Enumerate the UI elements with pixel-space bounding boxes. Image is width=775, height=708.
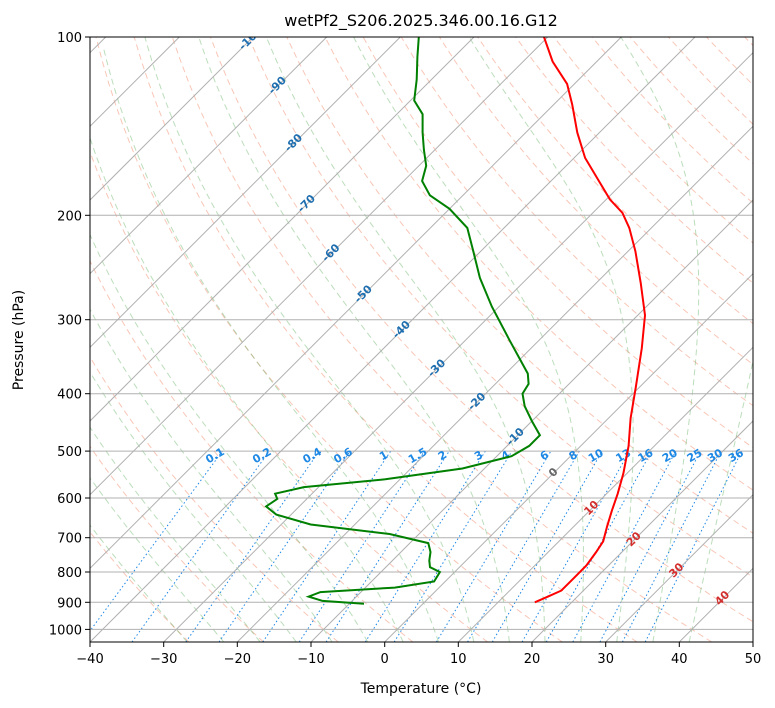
moist-adiabat-line	[144, 37, 475, 642]
mixing-ratio-line	[572, 450, 677, 642]
isotherm-line	[457, 346, 753, 642]
dry-adiabat-line	[515, 37, 753, 284]
moist-adiabat-line	[90, 476, 225, 642]
x-tick-label: 30	[597, 652, 614, 667]
y-tick-label: 700	[57, 532, 82, 547]
y-tick-label: 100	[57, 31, 82, 46]
isotherm-line	[90, 37, 401, 349]
temperature-profile-line	[534, 37, 647, 604]
dry-adiabat-line	[324, 37, 753, 491]
moist-adiabat-line	[90, 136, 404, 642]
y-tick-label: 300	[57, 314, 82, 329]
dry-adiabat-line	[210, 37, 753, 623]
x-tick-label: 50	[745, 652, 762, 667]
moist-adiabats	[90, 37, 753, 642]
mixing-ratio-line	[325, 450, 450, 642]
mixing-ratio-line	[467, 450, 580, 642]
moist-adiabat-line	[90, 233, 369, 642]
isotherm-line	[752, 641, 753, 642]
dry-adiabat-line	[248, 37, 753, 578]
y-tick-label: 400	[57, 388, 82, 403]
isotherm-line	[605, 493, 753, 642]
mixing-ratio-line	[521, 450, 630, 642]
isotherm-line	[384, 272, 753, 642]
moist-adiabat-line	[103, 49, 439, 642]
mixing-ratio-line	[218, 450, 351, 642]
mixing-ratio-labels: 0.1 0.2 0.4 0.6 1 1.5 2 3 4 6 8 10 13 16 20 25 30 36	[203, 445, 746, 466]
x-tick-label: −10	[297, 652, 324, 667]
x-tick-label: −40	[76, 652, 103, 667]
mixing-ratio-line	[491, 450, 603, 642]
y-tick-label: 800	[57, 566, 82, 581]
moist-adiabat-line	[90, 308, 333, 642]
isotherm-line	[90, 37, 549, 496]
dry-adiabat-line	[133, 37, 638, 642]
x-axis-ticks: −40 −30 −20 −10 0 10 20 30 40 50	[76, 642, 761, 667]
y-tick-label: 600	[57, 492, 82, 507]
y-axis-label: Pressure (hPa)	[11, 290, 27, 390]
isotherm-line	[236, 125, 753, 642]
mixing-ratio-line	[185, 450, 320, 642]
dry-adiabat-line	[171, 37, 712, 642]
x-tick-label: 40	[671, 652, 688, 667]
plot-area: -100-90-80-70-60-50-40-30-20-10010203040…	[90, 37, 753, 642]
isotherm-line	[310, 199, 753, 642]
y-tick-label: 1000	[49, 623, 82, 638]
dry-adiabat-line	[90, 445, 264, 642]
isotherm-line	[90, 37, 622, 570]
isobar-gridlines	[90, 37, 753, 630]
mixing-ratio-line	[393, 450, 513, 642]
moist-adiabat-line	[198, 37, 510, 642]
dry-adiabat-line	[90, 259, 414, 642]
moist-adiabat-line	[353, 37, 584, 642]
x-tick-label: 20	[524, 652, 541, 667]
y-tick-label: 200	[57, 209, 82, 224]
moist-adiabat-line	[688, 358, 753, 642]
isotherm-line	[531, 420, 753, 642]
dry-adiabat-line	[286, 37, 753, 534]
moist-adiabat-line	[90, 370, 297, 642]
isotherm-line	[90, 37, 696, 642]
isotherm-line	[90, 37, 328, 275]
dry-adiabats	[90, 37, 753, 642]
x-tick-label: 10	[450, 652, 467, 667]
mixing-ratio-line	[364, 450, 486, 642]
dry-adiabat-line	[90, 356, 339, 642]
moist-adiabat-line	[90, 426, 261, 642]
dewpoint-profile-line	[264, 37, 542, 605]
dry-adiabat-line	[95, 37, 563, 642]
isotherm-line	[163, 51, 753, 642]
isotherm-line	[90, 37, 475, 422]
x-axis-label: Temperature (°C)	[360, 681, 482, 697]
moist-adiabat-line	[620, 37, 700, 642]
moist-adiabat-line	[265, 37, 546, 642]
x-tick-label: −30	[150, 652, 177, 667]
isotherm-line	[90, 37, 254, 201]
x-tick-label: −20	[224, 652, 251, 667]
y-tick-label: 500	[57, 445, 82, 460]
y-tick-label: 900	[57, 596, 82, 611]
y-axis-ticks: 100 200 300 400 500 600 700 800 900 1000	[49, 31, 90, 638]
x-tick-label: 0	[381, 652, 389, 667]
plot-frame	[89, 36, 754, 643]
isotherm-gridlines	[90, 37, 753, 642]
mixing-ratio-line	[435, 450, 552, 642]
chart-title: wetPf2_S206.2025.346.00.16.G12	[284, 11, 558, 31]
